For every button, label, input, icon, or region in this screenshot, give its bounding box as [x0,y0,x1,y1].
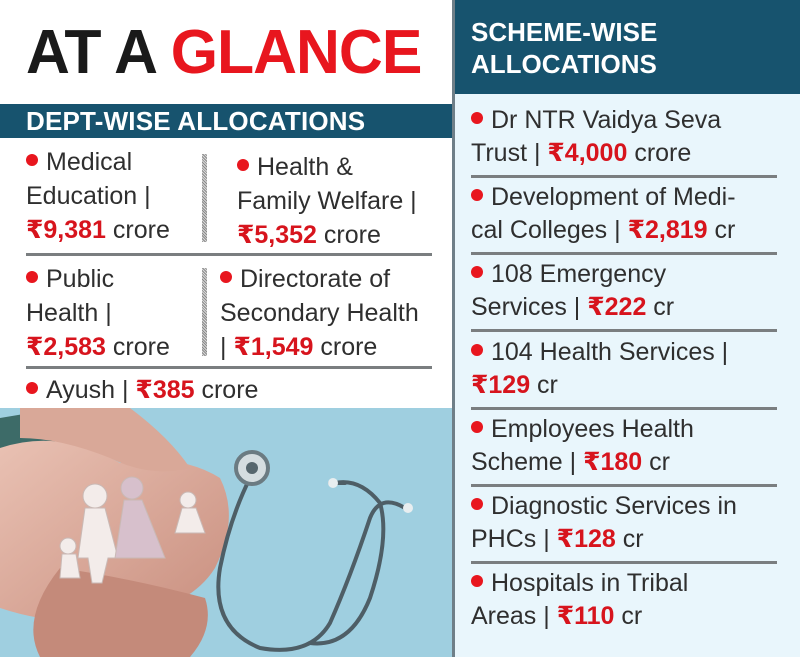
scheme-item-108-emergency: 108 Emergency Services | ₹222 cr [471,260,675,321]
horizontal-divider [471,484,777,487]
dept-item-ayush: Ayush | ₹385 crore [26,373,426,407]
horizontal-divider [471,252,777,255]
hands-family-stethoscope-illustration [0,408,452,657]
bullet-icon [471,421,483,434]
bullet-icon [471,266,483,279]
scheme-item-employees-health: Employees Health Scheme | ₹180 cr [471,415,694,476]
title-part-black: AT A [26,18,171,87]
bullet-icon [26,154,38,167]
dept-item-health-family-welfare: Health & Family Welfare | ₹5,352 crore [237,153,417,249]
health-photo [0,408,452,657]
scheme-item-ntr-vaidya-seva: Dr NTR Vaidya Seva Trust | ₹4,000 crore [471,106,722,167]
title-part-red: GLANCE [170,18,423,87]
horizontal-divider [26,253,432,256]
dept-item-secondary-health: Directorate of Secondary Health | ₹1,549… [220,265,419,361]
dept-item-medical-education: Medical Education | ₹9,381 crore [26,148,170,244]
bullet-icon [26,382,38,395]
bullet-icon [471,498,483,511]
scheme-item-tribal-hospitals: Hospitals in Tribal Areas | ₹110 cr [471,569,689,630]
bullet-icon [471,344,483,357]
bullet-icon [471,112,483,125]
bullet-icon [220,271,232,284]
horizontal-divider [471,175,777,178]
bullet-icon [471,575,483,588]
dept-panel: AT A GLANCE DEPT-WISE ALLOCATIONS Medica… [0,21,452,657]
bullet-icon [471,189,483,202]
page-title: AT A GLANCE [26,22,422,84]
scheme-item-medical-colleges: Development of Medi- cal Colleges | ₹2,8… [471,183,736,244]
bullet-icon [237,159,249,172]
vertical-divider [202,154,207,242]
horizontal-divider [26,366,432,369]
vertical-divider [202,268,207,356]
scheme-item-diagnostic-phcs: Diagnostic Services in PHCs | ₹128 cr [471,492,737,553]
scheme-heading: SCHEME-WISE ALLOCATIONS [455,0,800,94]
scheme-panel: SCHEME-WISE ALLOCATIONS Dr NTR Vaidya Se… [452,0,800,657]
dept-item-public-health: Public Health | ₹2,583 crore [26,265,170,361]
dept-heading: DEPT-WISE ALLOCATIONS [0,104,452,138]
bullet-icon [26,271,38,284]
horizontal-divider [471,407,777,410]
horizontal-divider [471,329,777,332]
scheme-item-104-health: 104 Health Services | ₹129 cr [471,338,729,399]
horizontal-divider [471,561,777,564]
